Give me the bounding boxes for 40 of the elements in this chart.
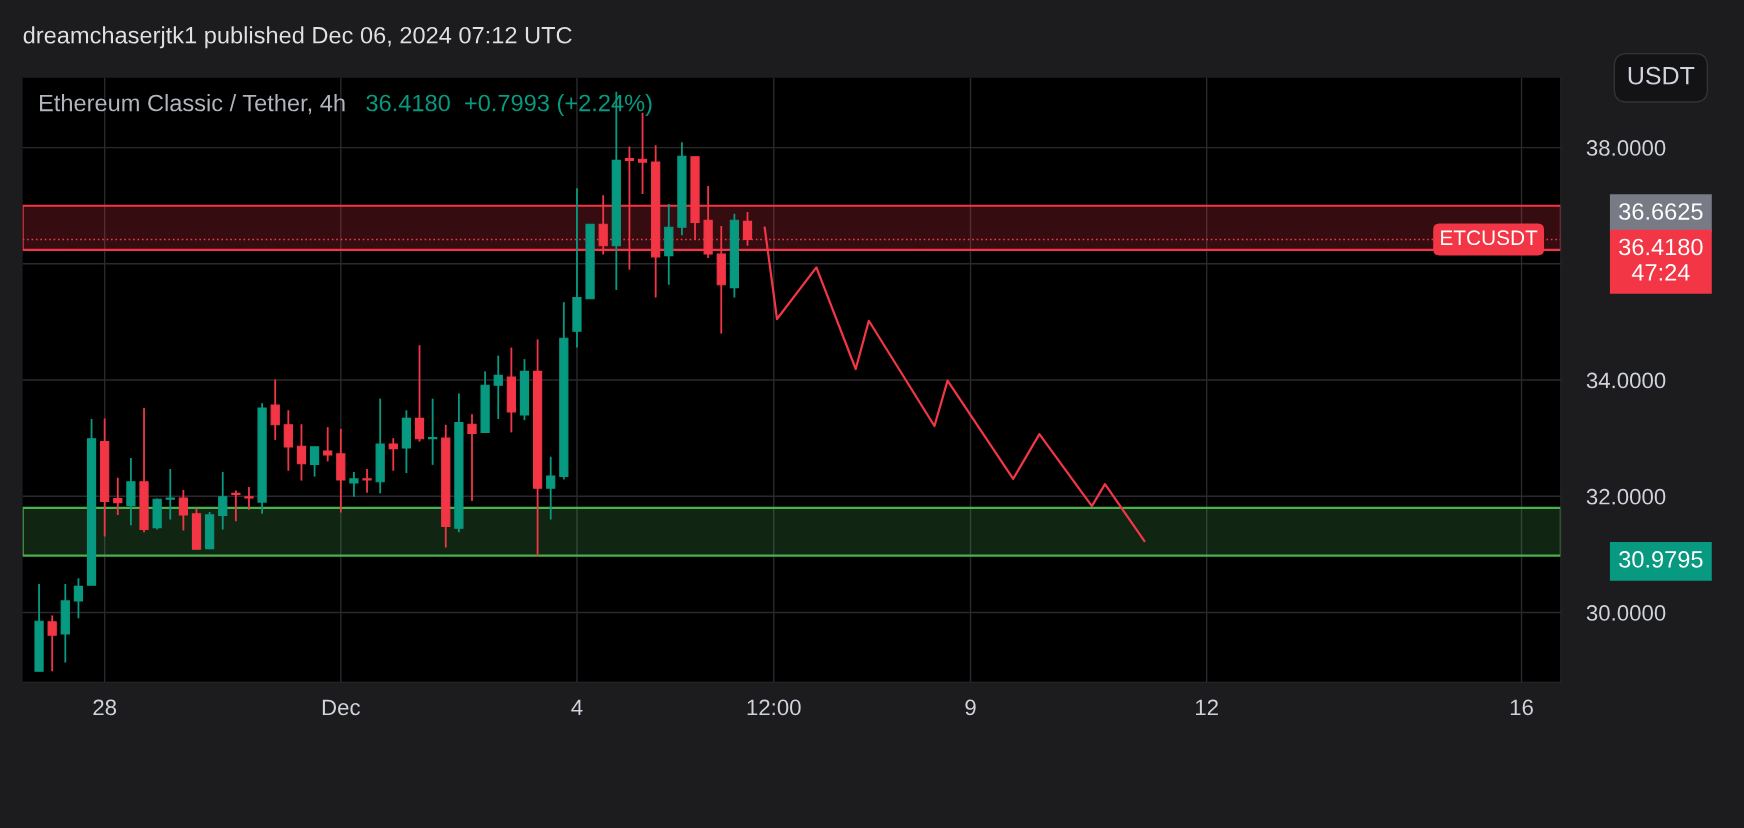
candlestick [218,470,228,531]
y-axis-title: USDT [1628,66,1695,85]
ref-line-label: ETCUSDT [1441,230,1538,246]
candlestick [244,486,254,511]
candlestick [47,614,57,673]
text: Ethereum Classic / Tether, 4h [39,94,345,115]
x-tick-label: Dec [322,699,360,716]
candlestick [270,378,280,441]
candlestick [113,476,123,516]
text: 30.9795 [1619,551,1703,568]
candlestick [546,455,556,521]
text: dreamchaserjtk1 published Dec 06, 2024 07:12 UTC [23,26,572,49]
y-tick-label: 34.0000 [1586,372,1666,389]
x-tick-label: 4 [571,699,583,716]
y-tick-label: 32.0000 [1586,488,1666,505]
candlestick [428,397,438,466]
x-tick-label: 12 [1196,699,1218,716]
candlestick [126,457,136,527]
candlestick [388,437,398,472]
candlestick [178,488,189,532]
x-tick-label: 16 [1510,699,1533,716]
text: 36.4180 47:24 [1619,238,1703,281]
candlestick [231,489,241,523]
candlestick [362,468,372,494]
x-tick-label: 12:00 [747,699,801,716]
candlestick [467,413,477,502]
candlestick [493,354,503,420]
candlestick [296,423,307,482]
candlestick [323,426,333,463]
candlestick [73,577,84,620]
y-tick-label: 38.0000 [1586,140,1666,156]
text: 36.6625 [1619,203,1703,220]
candlestick [414,344,425,443]
candlestick [165,468,175,521]
y-tick-label: 30.0000 [1586,605,1666,621]
candlestick [349,470,359,498]
candlestick [309,445,320,478]
x-tick-label: 9 [965,699,976,716]
x-tick-label: 28 [93,699,117,716]
candlestick [283,409,293,472]
